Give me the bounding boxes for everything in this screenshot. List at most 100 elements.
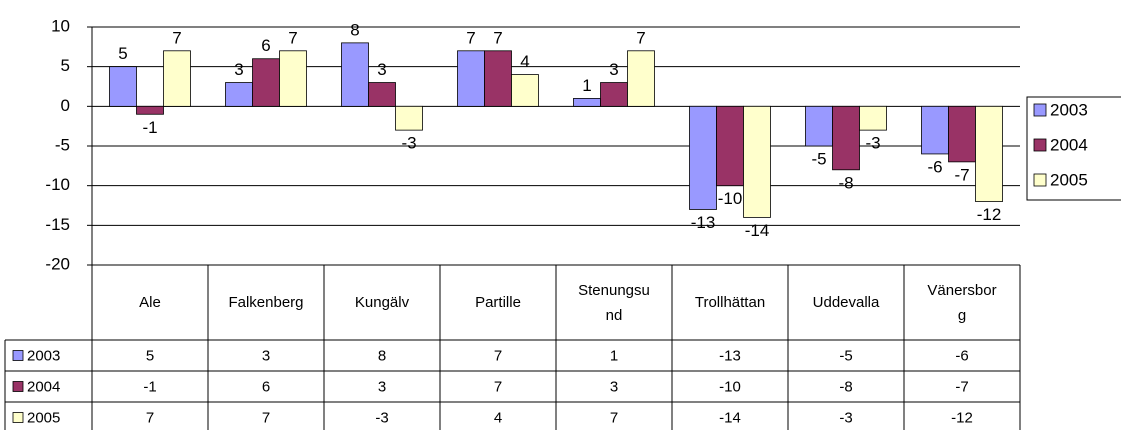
table-value: -7 xyxy=(955,378,968,395)
bar xyxy=(511,74,539,107)
data-label: -14 xyxy=(745,221,770,240)
x-tick-label: Stenungsund xyxy=(578,281,650,324)
y-tick-label: 0 xyxy=(61,96,70,115)
table-value: 4 xyxy=(494,409,502,426)
data-label: 1 xyxy=(582,76,591,95)
data-label: 7 xyxy=(172,28,181,47)
data-label: -7 xyxy=(954,165,969,184)
bar xyxy=(859,105,887,131)
table-value: -14 xyxy=(719,409,741,426)
y-tick-label: -10 xyxy=(45,175,70,194)
data-label: 7 xyxy=(288,28,297,47)
table-value: 3 xyxy=(262,347,270,364)
category-cell: Uddevalla xyxy=(788,265,904,340)
data-label: 8 xyxy=(350,20,359,39)
bar xyxy=(948,105,976,163)
bar xyxy=(252,58,280,107)
category-cell: Falkenberg xyxy=(208,265,324,340)
data-label: 3 xyxy=(377,60,386,79)
bar xyxy=(689,105,717,210)
category-label-box: Kungälv xyxy=(324,265,440,340)
legend-label: 2004 xyxy=(1050,135,1088,154)
data-label: -6 xyxy=(927,157,942,176)
bar xyxy=(573,98,601,107)
data-label: -5 xyxy=(811,149,826,168)
data-label: 7 xyxy=(636,28,645,47)
bar xyxy=(921,105,949,155)
legend-label: 2005 xyxy=(1050,170,1088,189)
table-value: -10 xyxy=(719,378,741,395)
category-cell: Stenungsund xyxy=(556,265,672,340)
data-label: -12 xyxy=(977,205,1002,224)
table-series-name: 2003 xyxy=(27,347,60,364)
bar xyxy=(136,105,164,115)
table-value: 6 xyxy=(262,378,270,395)
bar xyxy=(225,82,253,107)
table-value: -6 xyxy=(955,347,968,364)
category-label-box: Vänersborg xyxy=(904,265,1020,340)
table-value: 7 xyxy=(262,409,270,426)
bar xyxy=(600,82,628,107)
category-label-box: Trollhättan xyxy=(672,265,788,340)
data-label: -3 xyxy=(865,134,880,153)
legend-label: 2003 xyxy=(1050,100,1088,119)
data-label: 5 xyxy=(118,44,127,63)
table-value: -5 xyxy=(839,347,852,364)
table-value: 7 xyxy=(494,378,502,395)
table-value: -3 xyxy=(839,409,852,426)
bar xyxy=(279,50,307,107)
category-cell: Partille xyxy=(440,265,556,340)
y-tick-label: -5 xyxy=(55,135,70,154)
table-legend-key xyxy=(12,350,24,361)
data-label: 3 xyxy=(609,60,618,79)
x-tick-label: Uddevalla xyxy=(812,294,880,311)
category-cell: Vänersborg xyxy=(904,265,1020,340)
table-value: -3 xyxy=(375,409,388,426)
y-tick-label: -20 xyxy=(45,254,70,273)
table-value: 8 xyxy=(378,347,386,364)
x-tick-label: Kungälv xyxy=(354,294,410,311)
table-value: 3 xyxy=(610,378,618,395)
legend-key xyxy=(1033,103,1047,117)
data-label: 4 xyxy=(520,52,529,71)
data-label: -3 xyxy=(401,134,416,153)
category-label-box: Uddevalla xyxy=(788,265,904,340)
category-cell: Trollhättan xyxy=(672,265,788,340)
data-label: -1 xyxy=(142,118,157,137)
x-tick-label: Falkenberg xyxy=(228,294,304,311)
x-tick-label: Trollhättan xyxy=(694,294,766,311)
y-tick-label: 5 xyxy=(61,56,70,75)
table-value: 7 xyxy=(610,409,618,426)
bar xyxy=(743,105,771,218)
data-label: -13 xyxy=(691,213,716,232)
bar xyxy=(805,105,833,147)
data-label: -8 xyxy=(838,173,853,192)
table-series-name: 2004 xyxy=(27,378,60,395)
bar xyxy=(163,50,191,107)
data-label: 6 xyxy=(261,36,270,55)
table-value: 5 xyxy=(146,347,154,364)
data-label: 3 xyxy=(234,60,243,79)
category-label-box: Ale xyxy=(92,265,208,340)
x-tick-label: Vänersborg xyxy=(927,281,997,324)
table-value: -1 xyxy=(143,378,156,395)
data-label: -10 xyxy=(718,189,743,208)
data-label: 7 xyxy=(466,28,475,47)
category-label-box: Partille xyxy=(440,265,556,340)
bar xyxy=(341,42,369,107)
category-label-box: Falkenberg xyxy=(208,265,324,340)
table-value: -8 xyxy=(839,378,852,395)
data-label: 7 xyxy=(493,28,502,47)
x-tick-label: Partille xyxy=(475,294,521,311)
bar xyxy=(716,105,744,187)
bar xyxy=(457,50,485,107)
category-cell: Ale xyxy=(92,265,208,340)
table-value: -12 xyxy=(951,409,973,426)
y-tick-label: 10 xyxy=(51,16,70,35)
category-label-box: Stenungsund xyxy=(556,265,672,340)
bar xyxy=(109,66,137,107)
bar xyxy=(832,105,860,171)
bar xyxy=(368,82,396,107)
bar xyxy=(627,50,655,107)
